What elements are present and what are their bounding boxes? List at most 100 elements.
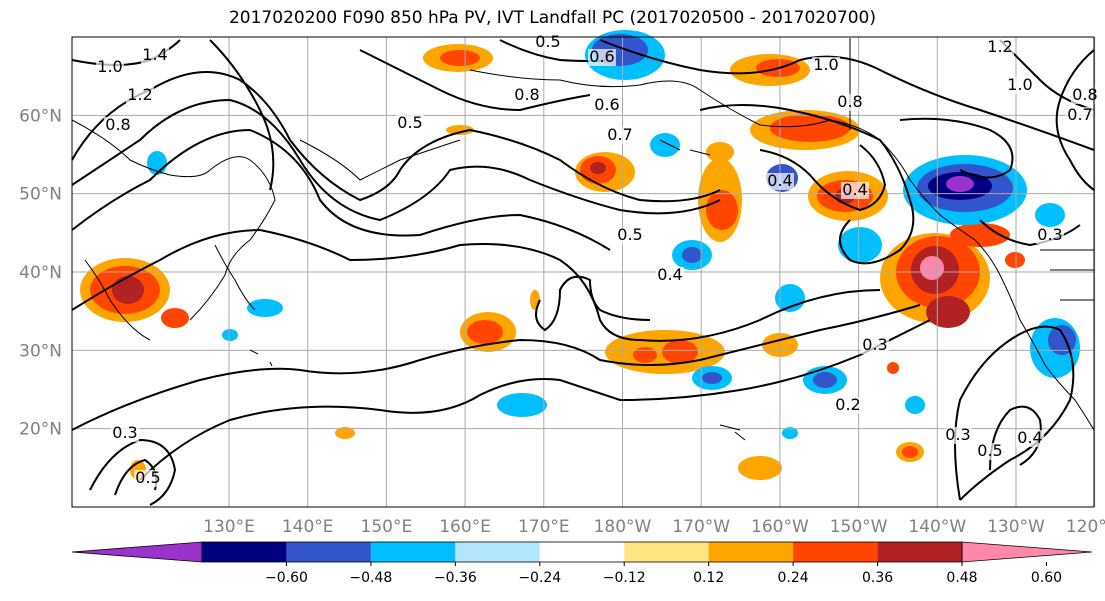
contour-line xyxy=(209,39,275,191)
gridlines xyxy=(72,37,1096,507)
contour-label: 0.5 xyxy=(135,468,160,487)
contour-line xyxy=(139,319,931,481)
pv-blob xyxy=(920,256,944,280)
pv-blob xyxy=(946,176,974,192)
contour-labels: 1.01.41.20.80.50.60.81.00.80.70.60.4 0.40… xyxy=(96,32,1099,487)
lon-tick-label: 180°W xyxy=(594,517,652,537)
pv-blob xyxy=(222,329,238,341)
chart-title: 2017020200 F090 850 hPa PV, IVT Landfall… xyxy=(228,8,876,28)
lon-tick-label: 130°E xyxy=(203,517,255,537)
contour-line xyxy=(759,144,887,212)
contour-label: 0.3 xyxy=(945,425,970,444)
contour-label: 0.8 xyxy=(1072,85,1097,104)
contour-label: 0.2 xyxy=(835,395,860,414)
colorbar-swatch xyxy=(539,542,625,562)
contour-line xyxy=(71,71,721,203)
colorbar-swatch xyxy=(202,542,287,562)
lon-tick-label: 160°E xyxy=(439,517,491,537)
contour-label: 0.6 xyxy=(594,95,619,114)
contour-line xyxy=(71,304,921,431)
lon-tick-label: 170°E xyxy=(518,517,570,537)
contour-line xyxy=(535,275,651,332)
pv-blob xyxy=(446,125,474,135)
contour-line xyxy=(954,325,1075,501)
colorbar-extend-low xyxy=(71,541,203,563)
pv-blob xyxy=(950,223,1010,247)
contour-label: 0.3 xyxy=(1037,225,1062,244)
pv-blob xyxy=(706,190,738,230)
contour-line xyxy=(979,219,1081,247)
contour-line xyxy=(71,128,611,251)
contour-label: 0.4 xyxy=(842,180,867,199)
contour-label: 0.5 xyxy=(535,32,560,51)
colorbar-tick-label: 0.24 xyxy=(778,570,809,586)
colorbar-tick-label: 0.12 xyxy=(693,570,724,586)
contour-label: 0.4 xyxy=(767,171,792,190)
pv-blob xyxy=(838,227,882,263)
contour-label: 0.4 xyxy=(657,265,682,284)
contour-label: 0.7 xyxy=(607,125,632,144)
contour-label: 0.5 xyxy=(617,225,642,244)
contour-label: 0.3 xyxy=(862,335,887,354)
map-frame xyxy=(71,36,1095,508)
colorbar-tick-label: −0.12 xyxy=(603,570,646,586)
pv-blob xyxy=(1005,252,1025,268)
colorbar-tick-label: −0.24 xyxy=(518,570,561,586)
colorbar-swatch xyxy=(370,542,456,562)
contour-label: 0.7 xyxy=(1067,105,1092,124)
contour-label: 1.2 xyxy=(127,85,152,104)
contour-label: 0.8 xyxy=(514,85,539,104)
colorbar-swatch xyxy=(708,542,794,562)
pv-blob xyxy=(813,372,837,388)
colorbar-tick-label: 0.48 xyxy=(946,570,977,586)
contour-label: 1.0 xyxy=(97,57,122,76)
lat-tick-label: 30°N xyxy=(19,341,62,361)
pv-blob xyxy=(335,427,355,439)
colorbar-swatch xyxy=(286,542,371,562)
colorbar-tick-label: −0.60 xyxy=(265,570,308,586)
colorbar-swatch xyxy=(624,542,709,562)
pv-blob xyxy=(706,142,734,162)
colorbar-swatch xyxy=(455,542,540,562)
contour-line xyxy=(359,49,591,112)
contour-line xyxy=(89,438,177,506)
contour-label: 0.5 xyxy=(977,441,1002,460)
lon-tick-label: 160°W xyxy=(751,517,809,537)
pv-blob xyxy=(682,247,702,263)
pv-blob xyxy=(926,296,970,328)
contour-label: 0.8 xyxy=(105,115,130,134)
lon-tick-label: 170°W xyxy=(672,517,730,537)
contour-label: 1.0 xyxy=(813,55,838,74)
pv-blob xyxy=(905,396,925,414)
pv-blob xyxy=(467,320,503,344)
pv-blob xyxy=(161,308,189,328)
colorbar-extend-high xyxy=(961,541,1093,563)
contour-label: 0.6 xyxy=(589,47,614,66)
lon-tick-label: 150°E xyxy=(361,517,413,537)
pv-blob xyxy=(782,427,798,439)
pv-blob xyxy=(440,50,480,66)
contour-line xyxy=(71,98,721,222)
contour-line xyxy=(1055,49,1095,191)
lat-tick-label: 60°N xyxy=(19,106,62,126)
contour-label: 0.4 xyxy=(1017,428,1042,447)
pv-blob xyxy=(738,456,782,480)
pv-blob xyxy=(770,114,850,142)
lon-tick-label: 140°E xyxy=(282,517,334,537)
lon-tick-label: 120°W xyxy=(1066,517,1105,537)
contour-line xyxy=(899,117,1014,179)
lon-tick-label: 140°W xyxy=(908,517,966,537)
pv-blob xyxy=(633,347,657,363)
pv-blob xyxy=(702,372,722,384)
lat-tick-label: 20°N xyxy=(19,420,62,440)
pv-blob xyxy=(1035,203,1065,227)
pv-blob xyxy=(247,299,283,317)
lon-tick-label: 130°W xyxy=(987,517,1045,537)
colorbar-swatch xyxy=(793,542,878,562)
contour-label: 0.5 xyxy=(397,113,422,132)
colorbar-tick-label: −0.36 xyxy=(434,570,477,586)
pv-blob xyxy=(887,362,899,374)
pv-blob xyxy=(497,393,547,417)
contour-label: 0.8 xyxy=(837,92,862,111)
